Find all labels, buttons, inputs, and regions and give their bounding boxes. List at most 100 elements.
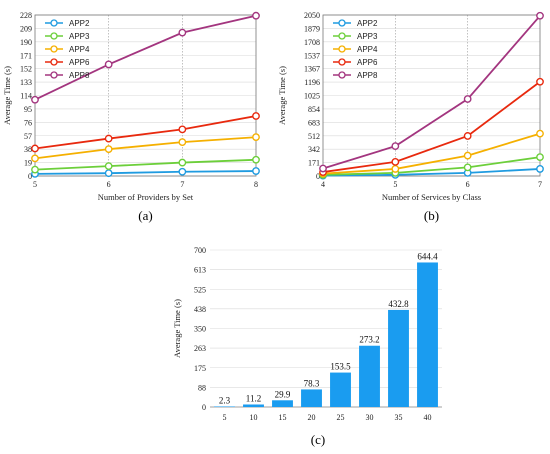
bar-value-label: 29.9 xyxy=(275,389,291,399)
data-point xyxy=(253,113,259,119)
panel-label: (c) xyxy=(311,432,325,447)
legend-entry: APP3 xyxy=(357,32,378,41)
series-line-app2 xyxy=(35,171,256,174)
data-point xyxy=(32,97,38,103)
y-tick-label: 133 xyxy=(20,78,32,87)
y-tick-label: 700 xyxy=(194,246,206,255)
bar-value-label: 644.4 xyxy=(417,251,438,261)
x-tick-label: 5 xyxy=(223,413,227,422)
bar xyxy=(214,406,235,407)
x-tick-label: 30 xyxy=(366,413,374,422)
data-point xyxy=(392,143,398,149)
data-point xyxy=(32,166,38,172)
data-point xyxy=(105,170,111,176)
data-point xyxy=(253,157,259,163)
y-tick-label: 171 xyxy=(20,51,32,60)
legend-swatch-marker xyxy=(339,33,345,39)
y-tick-label: 88 xyxy=(198,383,206,392)
x-tick-label: 7 xyxy=(180,180,184,189)
data-point xyxy=(105,146,111,152)
y-tick-label: 525 xyxy=(194,285,206,294)
legend-entry: APP6 xyxy=(69,58,90,67)
x-axis-label: Number of Services by Class xyxy=(382,192,481,202)
bar-value-label: 273.2 xyxy=(359,335,379,345)
y-tick-label: 171 xyxy=(308,159,320,168)
legend-swatch-marker xyxy=(339,46,345,52)
line-chart-b: 0171342512683854102511961367153717081879… xyxy=(277,11,543,223)
data-point xyxy=(392,166,398,172)
y-tick-label: 209 xyxy=(20,24,32,33)
data-point xyxy=(537,166,543,172)
y-tick-label: 175 xyxy=(194,364,206,373)
data-point xyxy=(179,29,185,35)
y-tick-label: 350 xyxy=(194,325,206,334)
bar-value-label: 2.3 xyxy=(219,395,231,405)
data-point xyxy=(464,152,470,158)
x-tick-label: 7 xyxy=(538,180,542,189)
y-tick-label: 854 xyxy=(308,105,320,114)
bar-value-label: 153.5 xyxy=(330,362,351,372)
legend-entry: APP3 xyxy=(69,32,90,41)
legend-swatch-marker xyxy=(51,46,57,52)
panel-label: (a) xyxy=(138,208,152,223)
y-tick-label: 57 xyxy=(24,132,32,141)
series-line-app8 xyxy=(323,16,540,169)
bar xyxy=(272,400,293,407)
legend-swatch-marker xyxy=(51,72,57,78)
y-tick-label: 152 xyxy=(20,65,32,74)
legend-swatch-marker xyxy=(51,20,57,26)
x-axis-label: Number of Providers by Set xyxy=(98,192,194,202)
x-tick-label: 40 xyxy=(424,413,432,422)
bar xyxy=(388,310,409,407)
data-point xyxy=(320,165,326,171)
y-tick-label: 1879 xyxy=(304,24,320,33)
data-point xyxy=(253,168,259,174)
y-tick-label: 95 xyxy=(24,105,32,114)
data-point xyxy=(32,155,38,161)
y-tick-label: 683 xyxy=(308,118,320,127)
x-tick-label: 5 xyxy=(393,180,397,189)
series-line-app6 xyxy=(35,116,256,148)
data-point xyxy=(105,135,111,141)
bar xyxy=(359,346,380,407)
data-point xyxy=(464,133,470,139)
x-tick-label: 4 xyxy=(321,180,325,189)
x-tick-label: 6 xyxy=(107,180,111,189)
data-point xyxy=(32,145,38,151)
y-tick-label: 342 xyxy=(308,145,320,154)
bar-value-label: 11.2 xyxy=(246,393,261,403)
x-tick-label: 8 xyxy=(254,180,258,189)
series-line-app3 xyxy=(35,160,256,170)
bar xyxy=(417,262,438,407)
data-point xyxy=(179,126,185,132)
legend-entry: APP4 xyxy=(357,45,378,54)
bar-chart-c: 0 88 175 263 350 438 525 613 700 2.3 5 11.2 10 29.9 15… xyxy=(172,246,442,447)
data-point xyxy=(392,159,398,165)
y-tick-label: 1196 xyxy=(304,78,320,87)
line-chart-a: 019385776951141331521711902092285 6 7 8APP2… xyxy=(2,11,259,223)
legend-entry: APP2 xyxy=(357,19,378,28)
x-tick-label: 35 xyxy=(395,413,403,422)
data-point xyxy=(537,130,543,136)
x-tick-label: 5 xyxy=(33,180,37,189)
panel-label: (b) xyxy=(424,208,439,223)
bar-value-label: 432.8 xyxy=(388,299,409,309)
data-point xyxy=(253,13,259,19)
data-point xyxy=(179,139,185,145)
legend-entry: APP8 xyxy=(69,71,90,80)
series-line-app4 xyxy=(35,137,256,158)
y-tick-label: 190 xyxy=(20,38,32,47)
data-point xyxy=(105,61,111,67)
bar-value-label: 78.3 xyxy=(304,378,320,388)
y-tick-label: 228 xyxy=(20,11,32,20)
x-tick-label: 25 xyxy=(337,413,345,422)
data-point xyxy=(179,169,185,175)
x-tick-label: 15 xyxy=(279,413,287,422)
data-point xyxy=(253,134,259,140)
bar xyxy=(243,404,264,407)
data-point xyxy=(464,164,470,170)
y-axis-label: Average Time (s) xyxy=(2,66,12,125)
y-tick-label: 1537 xyxy=(304,51,320,60)
legend-entry: APP8 xyxy=(357,71,378,80)
